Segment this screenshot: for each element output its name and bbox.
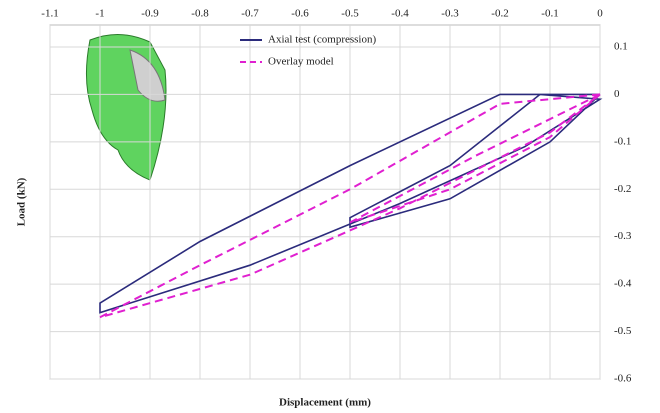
page: Load (kN) Displacement (mm) -1.1 -1 -0.9 -0… — [0, 0, 660, 413]
y-tick-label: -0.3 — [614, 230, 632, 242]
y-tick-label: 0.1 — [614, 41, 628, 53]
y-tick-label: -0.1 — [614, 135, 631, 147]
x-tick-label: -0.8 — [191, 8, 209, 20]
legend-label: Axial test (compression) — [268, 34, 376, 46]
y-axis-label: Load (kN) — [16, 177, 28, 226]
x-tick-label: -0.3 — [441, 8, 459, 20]
chart: Load (kN) Displacement (mm) -1.1 -1 -0.9 -0… — [0, 0, 660, 413]
x-tick-label: -0.7 — [241, 8, 259, 20]
legend-label: Overlay model — [268, 56, 334, 68]
y-tick-label: -0.5 — [614, 325, 632, 337]
y-tick-label: -0.2 — [614, 183, 631, 195]
x-tick-label: -0.1 — [541, 8, 558, 20]
x-tick-label: -0.2 — [491, 8, 508, 20]
x-tick-label: -0.5 — [341, 8, 359, 20]
x-tick-label: -0.6 — [291, 8, 309, 20]
y-tick-label: -0.4 — [614, 278, 632, 290]
x-tick-label: 0 — [597, 8, 603, 20]
x-tick-label: -0.4 — [391, 8, 409, 20]
y-tick-label: -0.6 — [614, 373, 632, 385]
x-tick-label: -0.9 — [141, 8, 159, 20]
x-tick-label: -1 — [95, 8, 104, 20]
y-tick-label: 0 — [614, 88, 620, 100]
x-axis-label: Displacement (mm) — [279, 397, 371, 409]
x-tick-label: -1.1 — [41, 8, 58, 20]
